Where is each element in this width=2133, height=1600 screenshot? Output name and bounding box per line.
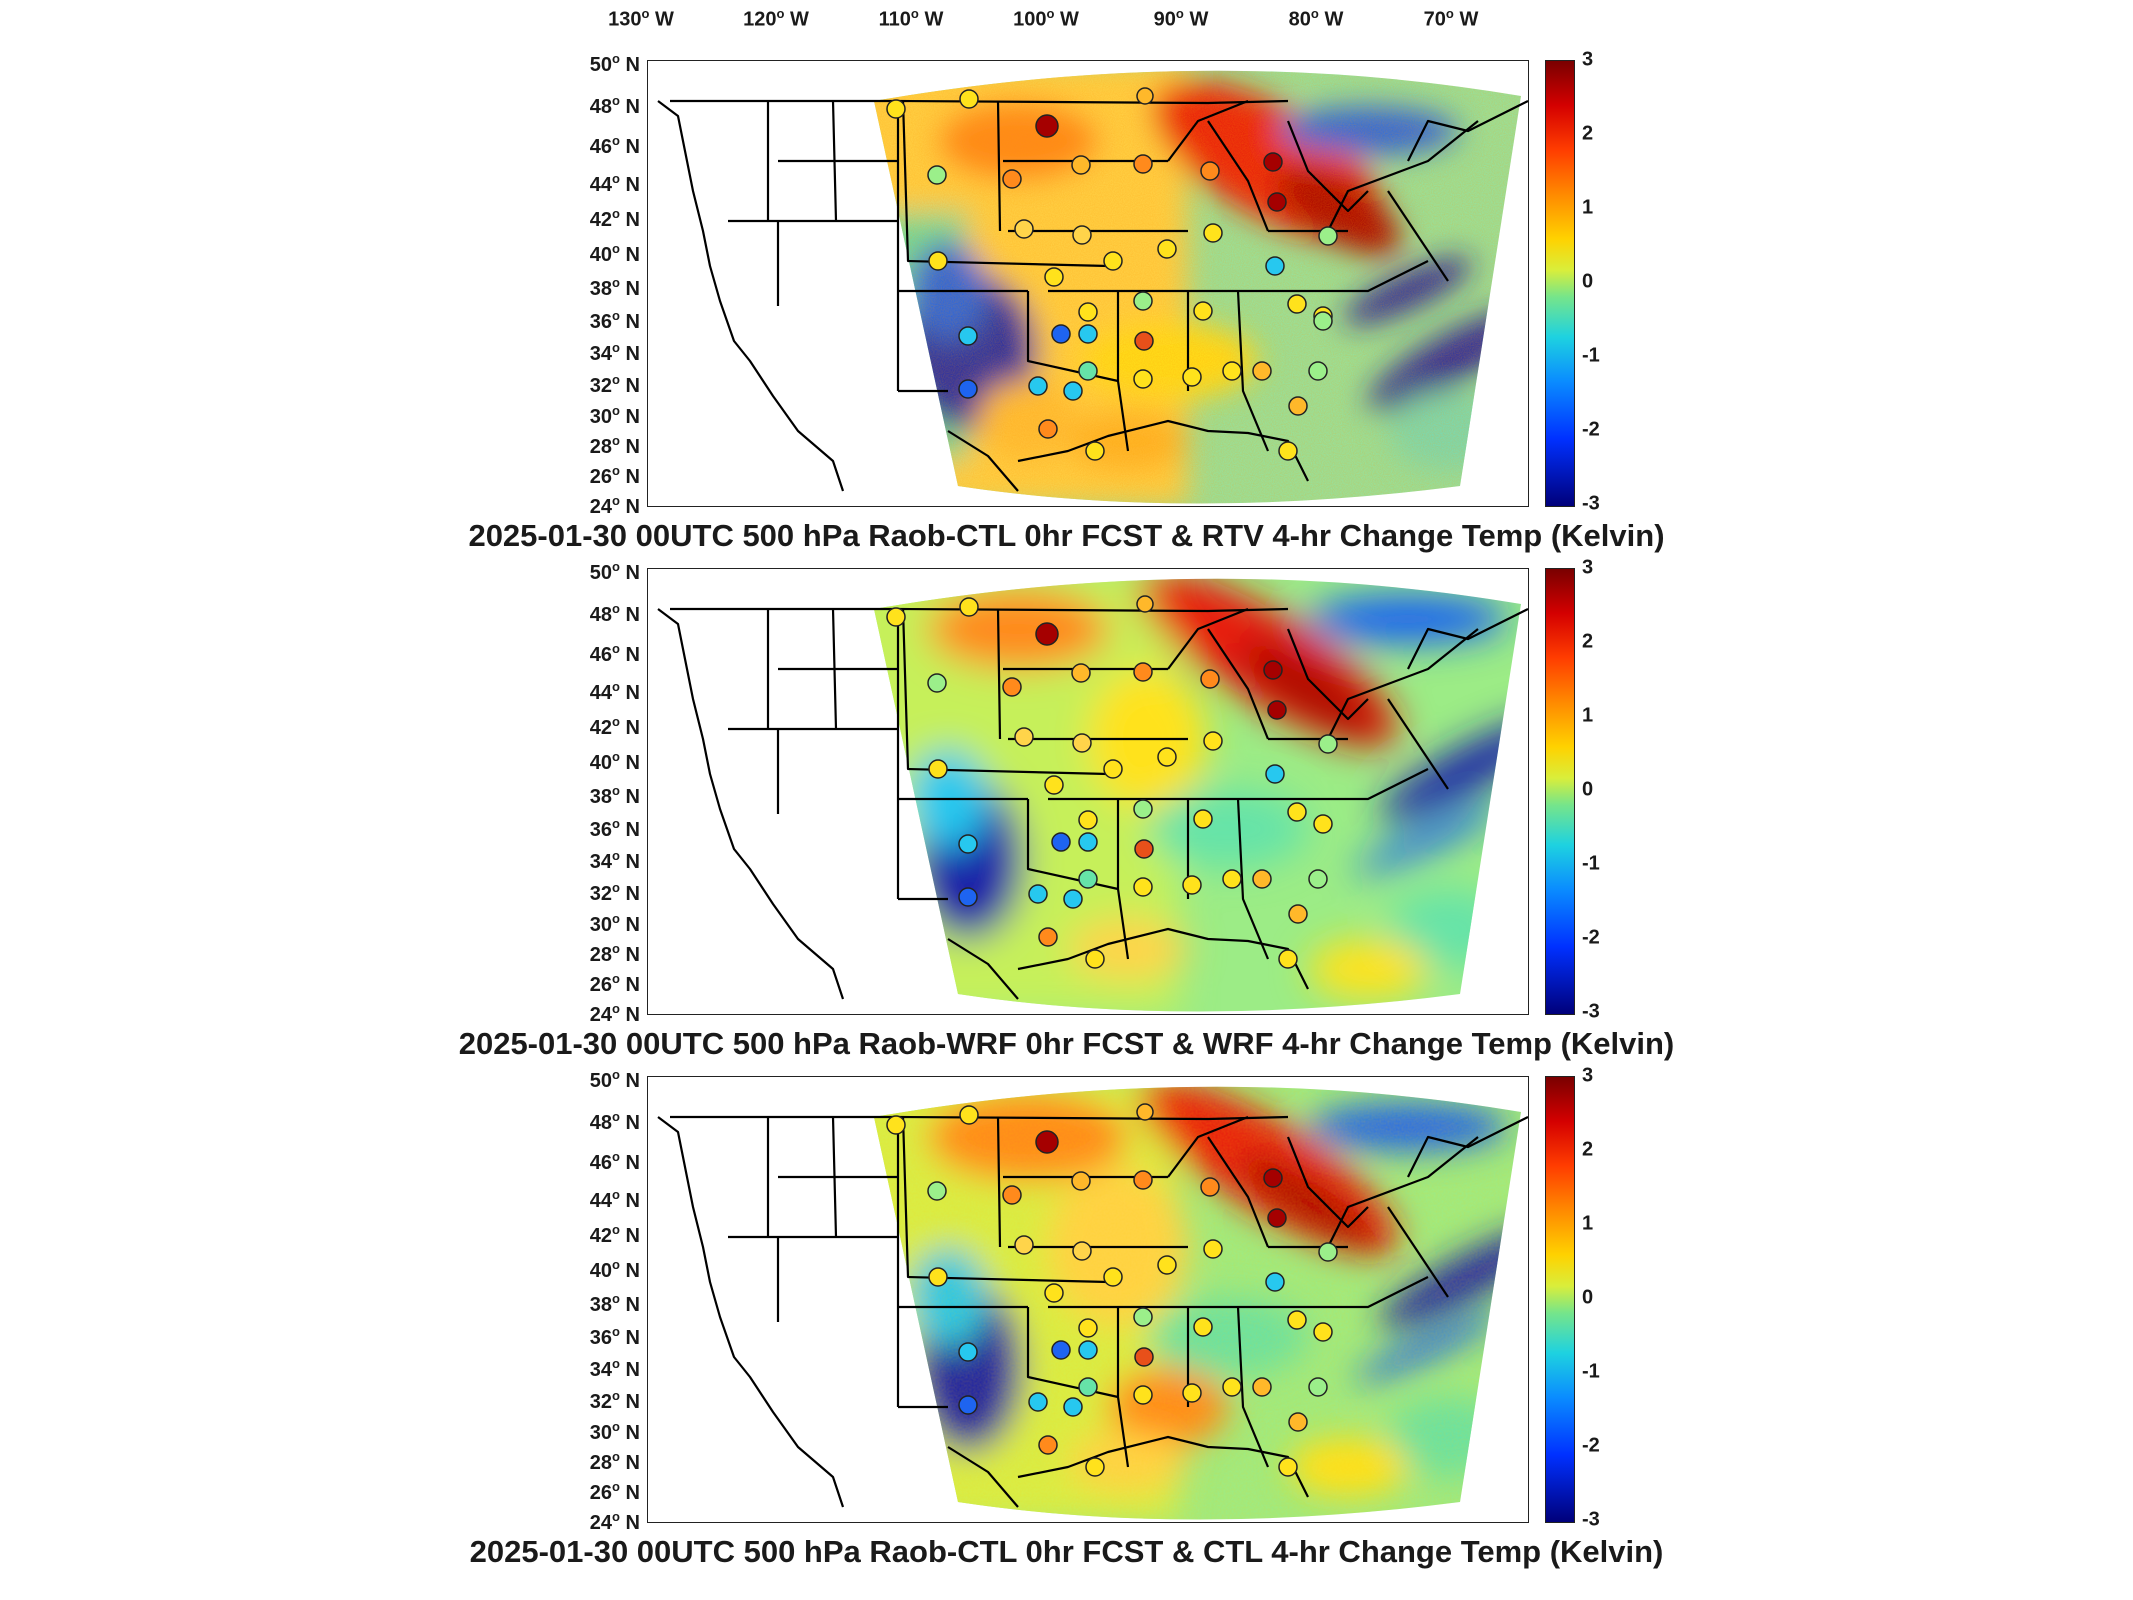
- panel-title: 2025-01-30 00UTC 500 hPa Raob-CTL 0hr FC…: [468, 518, 1665, 553]
- lat-label: 36o N: [589, 816, 640, 841]
- lat-label: 48o N: [589, 1109, 640, 1134]
- colorbar-tick: 3: [1582, 556, 1594, 579]
- lat-label: 38o N: [589, 783, 640, 808]
- map-plot-area: [647, 60, 1529, 507]
- colorbar-tick: 1: [1582, 196, 1594, 219]
- lat-label: 30o N: [589, 403, 640, 428]
- lat-label: 48o N: [589, 601, 640, 626]
- lat-label: 40o N: [589, 749, 640, 774]
- lat-label: 26o N: [589, 463, 640, 488]
- lon-label: 130o W: [608, 6, 674, 31]
- lat-label: 24o N: [589, 1001, 640, 1026]
- lat-label: 50o N: [589, 1067, 640, 1092]
- lat-label: 34o N: [589, 340, 640, 365]
- lat-label: 34o N: [589, 1356, 640, 1381]
- temperature-field-map: [657, 1086, 1528, 1520]
- lat-label: 42o N: [589, 714, 640, 739]
- lat-label: 40o N: [589, 241, 640, 266]
- colorbar-tick: -2: [1582, 418, 1600, 441]
- lat-label: 30o N: [589, 911, 640, 936]
- colorbar-tick: -3: [1582, 1000, 1600, 1023]
- lat-label: 32o N: [589, 1388, 640, 1413]
- colorbar-tick: 2: [1582, 630, 1594, 653]
- temperature-field-map: [657, 578, 1528, 1012]
- map-plot-area: [647, 1076, 1529, 1523]
- colorbar-tick: 2: [1582, 1138, 1594, 1161]
- lon-label: 90o W: [1153, 6, 1209, 31]
- lat-label: 28o N: [589, 941, 640, 966]
- lat-label: 44o N: [589, 679, 640, 704]
- colorbar-tick: -1: [1582, 344, 1600, 367]
- lon-label: 100o W: [1013, 6, 1079, 31]
- lat-label: 28o N: [589, 1449, 640, 1474]
- lat-label: 36o N: [589, 1324, 640, 1349]
- lat-label: 48o N: [589, 93, 640, 118]
- lon-label: 70o W: [1423, 6, 1479, 31]
- lat-label: 26o N: [589, 1479, 640, 1504]
- colorbar: [1545, 60, 1575, 507]
- lat-label: 46o N: [589, 133, 640, 158]
- lon-label: 80o W: [1288, 6, 1344, 31]
- panel-title: 2025-01-30 00UTC 500 hPa Raob-CTL 0hr FC…: [469, 1534, 1664, 1569]
- lat-label: 26o N: [589, 971, 640, 996]
- colorbar-tick: 3: [1582, 48, 1594, 71]
- lat-label: 50o N: [589, 51, 640, 76]
- colorbar: [1545, 1076, 1575, 1523]
- lat-label: 30o N: [589, 1419, 640, 1444]
- colorbar-tick: -2: [1582, 926, 1600, 949]
- lat-label: 50o N: [589, 559, 640, 584]
- colorbar-tick: -1: [1582, 852, 1600, 875]
- colorbar-tick: 0: [1582, 1286, 1594, 1309]
- panel-title: 2025-01-30 00UTC 500 hPa Raob-WRF 0hr FC…: [458, 1026, 1675, 1061]
- lon-label: 120o W: [743, 6, 809, 31]
- lat-label: 34o N: [589, 848, 640, 873]
- lat-label: 44o N: [589, 171, 640, 196]
- colorbar-tick: -1: [1582, 1360, 1600, 1383]
- lat-label: 24o N: [589, 493, 640, 518]
- colorbar-tick: 0: [1582, 778, 1594, 801]
- longitude-axis: 130o W 120o W 110o W 100o W 90o W 80o W …: [0, 0, 2133, 40]
- colorbar-tick: 0: [1582, 270, 1594, 293]
- map-plot-area: [647, 568, 1529, 1015]
- colorbar: [1545, 568, 1575, 1015]
- colorbar-tick: 1: [1582, 704, 1594, 727]
- lat-label: 46o N: [589, 641, 640, 666]
- temperature-field-map: [657, 70, 1528, 504]
- lat-label: 44o N: [589, 1187, 640, 1212]
- colorbar-tick: 2: [1582, 122, 1594, 145]
- lat-label: 32o N: [589, 880, 640, 905]
- colorbar-tick: -3: [1582, 1508, 1600, 1531]
- colorbar-tick: 3: [1582, 1064, 1594, 1087]
- colorbar-tick: 1: [1582, 1212, 1594, 1235]
- lat-label: 38o N: [589, 1291, 640, 1316]
- colorbar-tick: -2: [1582, 1434, 1600, 1457]
- colorbar-tick: -3: [1582, 492, 1600, 515]
- lat-label: 36o N: [589, 308, 640, 333]
- lat-label: 32o N: [589, 372, 640, 397]
- lat-label: 46o N: [589, 1149, 640, 1174]
- lat-label: 42o N: [589, 206, 640, 231]
- lat-label: 28o N: [589, 433, 640, 458]
- lat-label: 40o N: [589, 1257, 640, 1282]
- lat-label: 24o N: [589, 1509, 640, 1534]
- lat-label: 42o N: [589, 1222, 640, 1247]
- lon-label: 110o W: [878, 6, 944, 31]
- lat-label: 38o N: [589, 275, 640, 300]
